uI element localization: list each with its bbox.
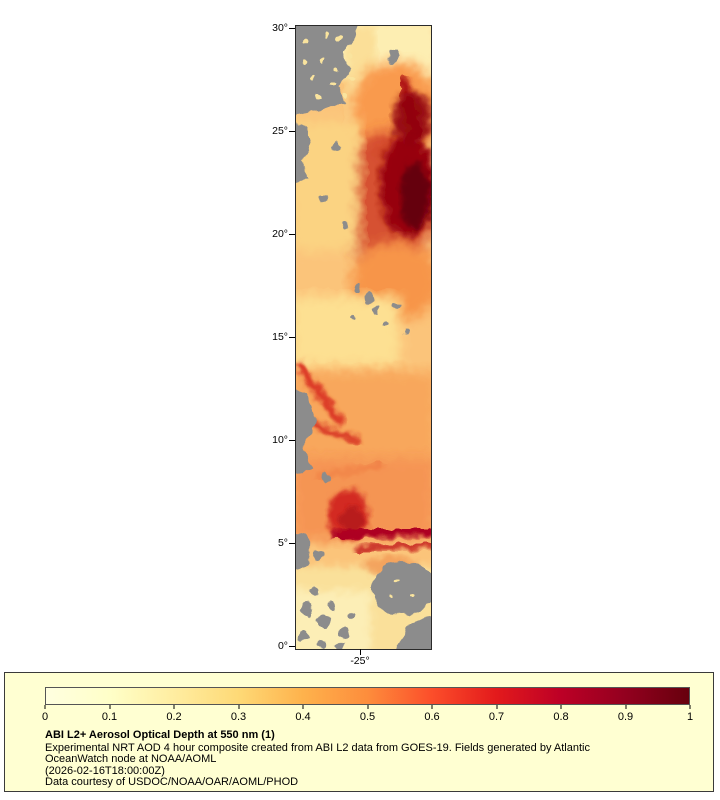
lat-tick [289,337,295,338]
colorbar-tick-label: 1 [686,711,694,723]
lat-label-10: 10° [272,434,288,446]
aod-map [295,25,432,650]
lat-label-20: 20° [272,228,288,240]
colorbar-tick-label: 0.3 [230,711,247,723]
legend-timestamp: (2026-02-16T18:00:00Z) [45,764,165,777]
colorbar-gradient [45,687,690,705]
colorbar-tick [302,705,304,709]
legend-description-line-2: OceanWatch node at NOAA/AOML [45,753,217,765]
colorbar-tick [367,705,368,709]
colorbar-tick-label: 0.2 [166,711,182,723]
colorbar-tick [109,705,110,709]
colorbar-tick-label: 0.4 [295,711,311,723]
aod-raster [296,26,431,649]
lat-label-30: 30° [272,22,288,34]
lat-tick [289,234,295,235]
legend-title: ABI L2+ Aerosol Optical Depth at 550 nm … [45,729,275,741]
legend-data-courtesy: Data courtesy of USDOC/NOAA/OAR/AOML/PHO… [45,776,299,788]
colorbar-tick [431,705,433,709]
colorbar-tick-label: 0.1 [101,711,118,723]
colorbar-tick [173,705,175,709]
lat-tick [289,646,295,647]
lat-label-5: 5° [277,537,288,549]
colorbar-tick [560,705,562,709]
colorbar-tick-labels: 0 0.1 0.2 0.3 0.4 0.5 0.6 0.7 0.8 0.9 1 [41,711,694,724]
lat-label-25: 25° [272,125,288,137]
lat-tick [289,28,295,29]
colorbar-tick-label: 0.7 [488,711,505,723]
colorbar-tick [238,705,239,709]
colorbar-tick-label: 0.8 [553,711,569,723]
colorbar-tick [44,705,46,709]
legend-text: ABI L2+ Aerosol Optical Depth at 550 nm … [45,729,590,789]
lon-tick [360,649,361,655]
legend-panel: 0 0.1 0.2 0.3 0.4 0.5 0.6 0.7 0.8 0.9 1 … [4,672,714,792]
colorbar-tick-label: 0.5 [359,711,376,723]
colorbar-tick-label: 0.6 [424,711,440,723]
colorbar-tick-label: 0.9 [617,711,634,723]
colorbar-tick-label: 0 [41,711,49,723]
lat-tick [289,543,295,544]
lon-label-minus-25: -25° [350,655,370,667]
lat-label-0: 0° [277,640,288,652]
colorbar-tick [496,705,497,709]
colorbar-tick [689,705,691,709]
lat-tick [289,440,295,441]
lat-label-15: 15° [272,331,288,343]
colorbar-ticks [44,705,691,709]
lat-tick [289,131,295,132]
legend-description-line-1: Experimental NRT AOD 4 hour composite cr… [45,741,590,754]
colorbar-tick [625,705,626,709]
